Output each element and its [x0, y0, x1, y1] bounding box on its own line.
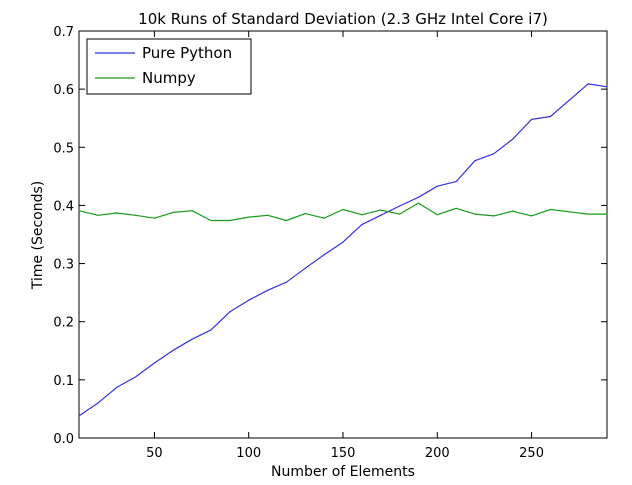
data-point-pure-python	[323, 254, 325, 256]
x-tick-label: 100	[236, 446, 261, 461]
data-point-pure-python	[417, 196, 420, 198]
y-tick-label: 0.5	[53, 141, 74, 156]
data-point-pure-python	[97, 402, 99, 404]
data-point-pure-python	[78, 415, 80, 417]
x-tick-label: 50	[146, 446, 163, 461]
data-point-numpy	[549, 208, 552, 211]
data-point-numpy	[266, 214, 269, 216]
x-axis-label: Number of Elements	[271, 464, 415, 480]
data-point-pure-python	[191, 338, 193, 340]
data-point-pure-python	[380, 214, 382, 216]
data-point-pure-python	[568, 99, 570, 101]
data-point-pure-python	[455, 180, 457, 183]
data-point-pure-python	[116, 386, 118, 389]
data-point-pure-python	[266, 289, 269, 291]
legend-box	[86, 38, 252, 95]
data-point-numpy	[172, 211, 174, 214]
data-point-pure-python	[153, 362, 156, 364]
data-point-pure-python	[134, 376, 137, 378]
data-point-pure-python	[248, 299, 250, 301]
data-point-pure-python	[549, 115, 552, 118]
data-point-numpy	[342, 208, 344, 211]
data-point-pure-python	[361, 224, 363, 226]
legend-label-pure-python: Pure Python	[142, 44, 232, 62]
data-point-numpy	[191, 210, 193, 212]
y-tick-label: 0.4	[53, 199, 74, 214]
series-layer	[78, 83, 608, 417]
data-point-numpy	[436, 214, 438, 216]
data-point-pure-python	[229, 311, 231, 313]
data-point-numpy	[455, 207, 457, 209]
data-point-pure-python	[342, 241, 344, 243]
data-point-numpy	[493, 215, 495, 217]
data-point-numpy	[134, 214, 137, 216]
data-point-numpy	[587, 213, 589, 215]
data-point-numpy	[380, 209, 382, 211]
y-tick-label: 0.2	[53, 316, 74, 331]
data-point-numpy	[116, 212, 118, 214]
data-point-numpy	[210, 219, 212, 222]
y-tick-label: 0.3	[53, 258, 74, 273]
data-point-pure-python	[398, 205, 401, 207]
legend: Pure Python Numpy	[86, 38, 252, 95]
data-point-numpy	[417, 202, 420, 204]
x-tick-label: 150	[331, 446, 356, 461]
data-point-numpy	[512, 210, 514, 212]
data-point-pure-python	[530, 118, 533, 120]
data-point-numpy	[285, 219, 288, 222]
data-point-pure-python	[474, 160, 476, 162]
data-point-numpy	[229, 219, 231, 222]
data-point-numpy	[361, 214, 363, 216]
y-axis-label: Time (Seconds)	[30, 181, 46, 290]
chart-title: 10k Runs of Standard Deviation (2.3 GHz …	[138, 10, 548, 28]
data-point-numpy	[304, 212, 306, 215]
data-point-numpy	[474, 213, 476, 215]
data-point-pure-python	[587, 83, 589, 85]
data-point-pure-python	[606, 86, 608, 88]
data-point-numpy	[248, 216, 250, 218]
y-tick-label: 0.1	[53, 374, 74, 389]
data-point-numpy	[78, 210, 80, 212]
data-point-numpy	[606, 213, 608, 215]
x-tick-label: 200	[425, 446, 450, 461]
data-point-numpy	[568, 211, 570, 213]
data-point-pure-python	[172, 349, 174, 351]
data-point-numpy	[398, 213, 401, 215]
y-tick-label: 0.6	[53, 83, 74, 98]
x-tick-label: 250	[519, 446, 544, 461]
y-tick-label: 0.0	[53, 432, 74, 447]
plot-frame	[78, 30, 608, 439]
data-point-pure-python	[285, 281, 288, 283]
plot-area: 50 100 150 200 250 0.0 0.1 0.2 0.3 0.4 0.5 0.6 0.7	[53, 25, 608, 461]
axis-ticks: 50 100 150 200 250 0.0 0.1 0.2 0.3 0.4 0.5 0.6 0.7	[53, 25, 607, 461]
data-point-pure-python	[436, 185, 438, 187]
y-tick-label: 0.7	[53, 25, 74, 40]
data-point-pure-python	[304, 267, 306, 269]
data-point-pure-python	[512, 138, 514, 140]
data-point-numpy	[323, 217, 325, 219]
legend-label-numpy: Numpy	[142, 69, 196, 87]
data-point-numpy	[153, 217, 156, 219]
data-point-pure-python	[493, 153, 495, 155]
data-point-pure-python	[210, 329, 212, 331]
data-point-numpy	[530, 215, 533, 217]
data-point-numpy	[97, 214, 99, 216]
